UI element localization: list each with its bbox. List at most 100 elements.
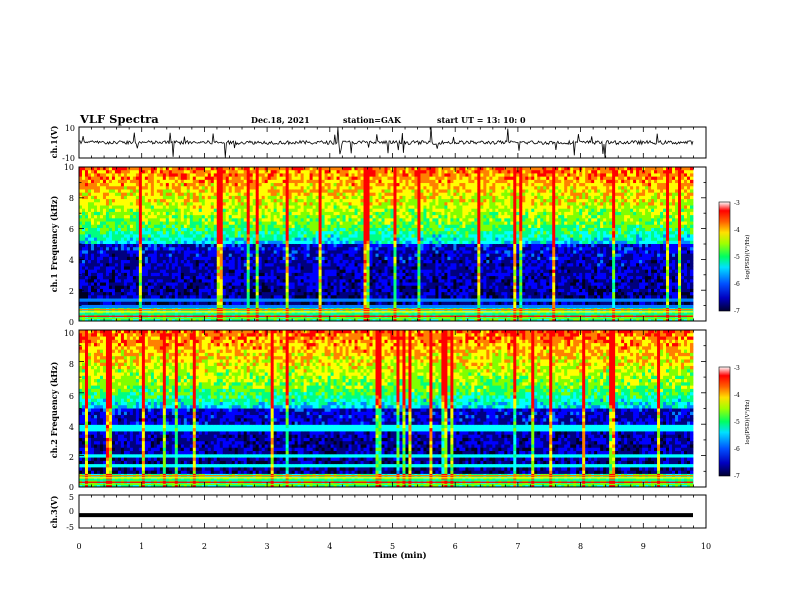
spectrogram-cell [226, 189, 229, 193]
spectrogram-cell [160, 199, 163, 203]
spectrogram-cell [205, 202, 208, 206]
spectrogram-cell [151, 199, 154, 203]
spectrogram-cell [331, 180, 334, 184]
spectrogram-cell [100, 183, 103, 187]
spectrogram-cell [160, 250, 163, 254]
spectrogram-cell [304, 199, 307, 203]
spectrogram-cell [169, 199, 172, 203]
spectrogram-cell [370, 302, 373, 306]
spectrogram-cell [352, 206, 355, 210]
spectrogram-cell [127, 206, 130, 210]
spectrogram-cell [187, 199, 190, 203]
spectrogram-cell [139, 263, 142, 267]
spectrogram-cell [274, 286, 277, 290]
spectrogram-cell [154, 196, 157, 200]
spectrogram-cell [202, 228, 205, 232]
spectrogram-cell [283, 180, 286, 184]
spectrogram-cell [250, 244, 253, 248]
spectrogram-cell [340, 196, 343, 200]
spectrogram-cell [235, 183, 238, 187]
spectrogram-cell [355, 244, 358, 248]
spectrogram-cell [358, 260, 361, 264]
spectrogram-cell [175, 238, 178, 242]
spectrogram-cell [343, 218, 346, 222]
spectrogram-cell [298, 299, 301, 303]
spectrogram-cell [103, 231, 106, 235]
spectrogram-cell [274, 295, 277, 299]
spectrogram-cell [106, 173, 109, 177]
spectrogram-cell [208, 189, 211, 193]
spectrogram-cell [205, 199, 208, 203]
spectrogram-cell [160, 173, 163, 177]
spectrogram-cell [232, 234, 235, 238]
spectrogram-cell [154, 244, 157, 248]
spectrogram-cell [385, 286, 388, 290]
spectrogram-cell [388, 247, 391, 251]
spectrogram-cell [247, 225, 250, 229]
spectrogram-cell [232, 247, 235, 251]
spectrogram-cell [181, 254, 184, 258]
spectrogram-cell [136, 209, 139, 213]
spectrogram-cell [187, 225, 190, 229]
spectrogram-cell [352, 183, 355, 187]
spectrogram-cell [175, 189, 178, 193]
spectrogram-cell [148, 167, 151, 171]
spectrogram-cell [232, 231, 235, 235]
spectrogram-cell [301, 270, 304, 274]
spectrogram-cell [115, 225, 118, 229]
spectrogram-cell [214, 177, 217, 181]
spectrogram-cell [352, 295, 355, 299]
spectrogram-cell [208, 250, 211, 254]
spectrogram-cell [292, 231, 295, 235]
spectrogram-cell [115, 260, 118, 264]
spectrogram-cell [370, 260, 373, 264]
spectrogram-cell [325, 170, 328, 174]
spectrogram-cell [328, 270, 331, 274]
spectrogram-cell [343, 180, 346, 184]
spectrogram-cell [97, 209, 100, 213]
spectrogram-cell [244, 196, 247, 200]
spectrogram-cell [208, 222, 211, 226]
spectrogram-cell [277, 286, 280, 290]
spectrogram-cell [169, 215, 172, 219]
spectrogram-cell [211, 170, 214, 174]
spectrogram-cell [142, 283, 145, 287]
spectrogram-cell [253, 180, 256, 184]
spectrogram-cell [94, 167, 97, 171]
spectrogram-cell [262, 289, 265, 293]
spectrogram-cell [85, 186, 88, 190]
spectrogram-cell [85, 247, 88, 251]
spectrogram-cell [256, 286, 259, 290]
spectrogram-cell [115, 238, 118, 242]
spectrogram-cell [106, 270, 109, 274]
spectrogram-cell [208, 177, 211, 181]
spectrogram-cell [262, 247, 265, 251]
spectrogram-cell [109, 273, 112, 277]
spectrogram-cell [229, 196, 232, 200]
spectrogram-cell [301, 286, 304, 290]
spectrogram-cell [346, 177, 349, 181]
spectrogram-cell [202, 266, 205, 270]
spectrogram-cell [262, 241, 265, 245]
spectrogram-cell [286, 231, 289, 235]
spectrogram-cell [340, 247, 343, 251]
spectrogram-cell [211, 228, 214, 232]
spectrogram-cell [100, 206, 103, 210]
spectrogram-cell [199, 254, 202, 258]
spectrogram-cell [208, 279, 211, 283]
spectrogram-cell [358, 225, 361, 229]
spectrogram-cell [232, 289, 235, 293]
spectrogram-cell [106, 183, 109, 187]
spectrogram-cell [181, 167, 184, 171]
spectrogram-cell [199, 270, 202, 274]
spectrogram-cell [256, 241, 259, 245]
spectrogram-cell [79, 266, 82, 270]
spectrogram-cell [214, 257, 217, 261]
spectrogram-cell [364, 189, 367, 193]
spectrogram-cell [208, 241, 211, 245]
spectrogram-cell [109, 305, 112, 309]
spectrogram-cell [124, 263, 127, 267]
spectrogram-cell [364, 180, 367, 184]
spectrogram-cell [190, 299, 193, 303]
spectrogram-cell [373, 222, 376, 226]
